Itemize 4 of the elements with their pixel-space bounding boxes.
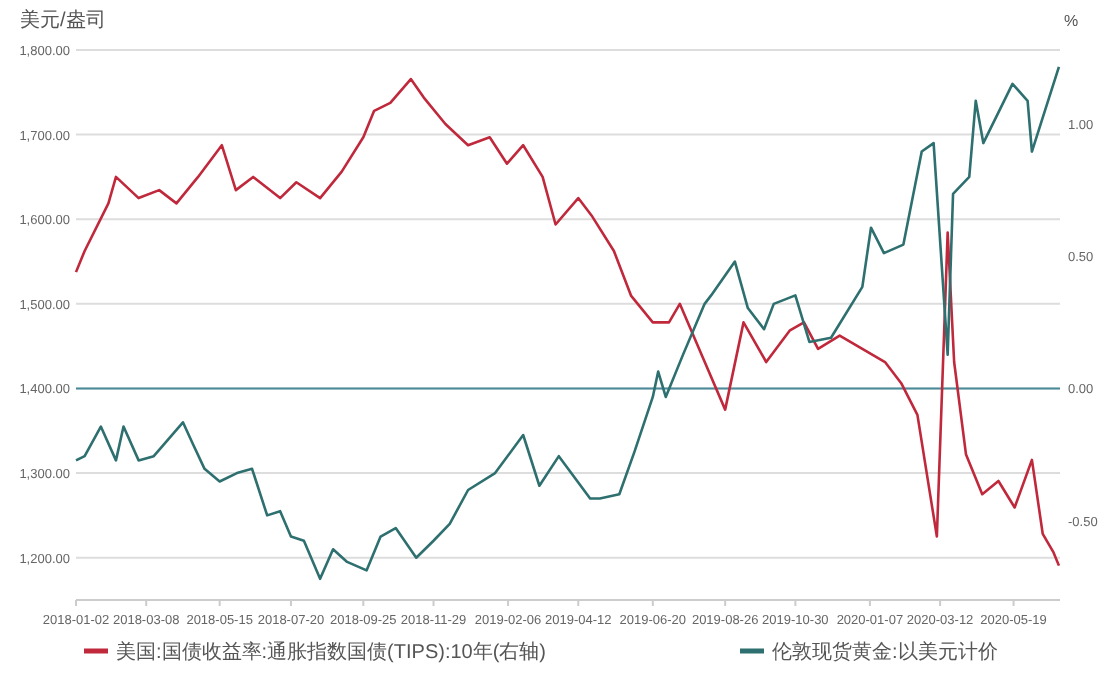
y-axis-title: 美元/盎司 — [20, 8, 106, 32]
legend-label: 美国:国债收益率:通胀指数国债(TIPS):10年(右轴) — [116, 640, 547, 664]
y2-axis-title: % — [1064, 12, 1079, 30]
legend-label: 伦敦现货黄金:以美元计价 — [772, 640, 998, 664]
